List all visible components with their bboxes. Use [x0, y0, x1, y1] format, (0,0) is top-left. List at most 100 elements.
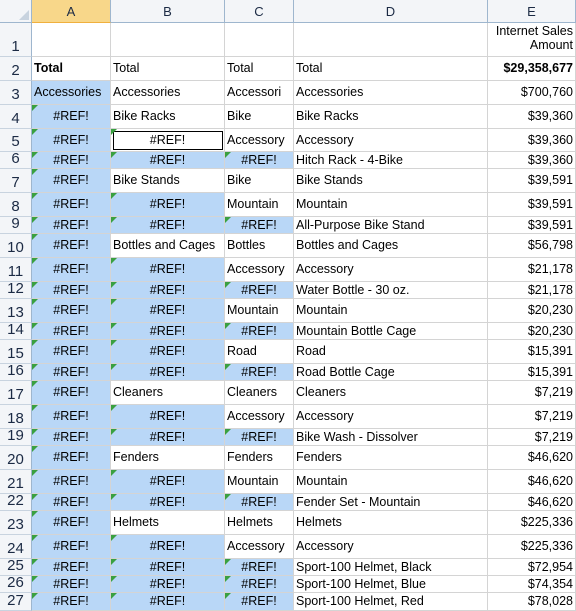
cell-e3[interactable]: $700,760 [488, 81, 576, 105]
cell-b11[interactable]: #REF! [111, 258, 225, 282]
row-header-1[interactable]: 1 [0, 23, 32, 57]
row-header-23[interactable]: 23 [0, 511, 32, 535]
cell-a27[interactable]: #REF! [32, 593, 111, 611]
cell-c26[interactable]: #REF! [225, 576, 294, 593]
cell-b1[interactable] [111, 23, 225, 57]
cell-a11[interactable]: #REF! [32, 258, 111, 282]
cell-b25[interactable]: #REF! [111, 559, 225, 576]
cell-c22[interactable]: #REF! [225, 494, 294, 511]
cell-c5[interactable]: Accessory [225, 129, 294, 152]
row-header-19[interactable]: 19 [0, 427, 32, 446]
cell-b23[interactable]: Helmets [111, 511, 225, 535]
cell-e12[interactable]: $21,178 [488, 282, 576, 299]
cell-c7[interactable]: Bike [225, 169, 294, 193]
cell-a8[interactable]: #REF! [32, 193, 111, 217]
cell-c2[interactable]: Total [225, 57, 294, 81]
cell-d21[interactable]: Mountain [294, 470, 488, 494]
cell-e20[interactable]: $46,620 [488, 446, 576, 470]
cell-d26[interactable]: Sport-100 Helmet, Blue [294, 576, 488, 593]
cell-a2[interactable]: Total [32, 57, 111, 81]
cell-d6[interactable]: Hitch Rack - 4-Bike [294, 152, 488, 169]
cell-d19[interactable]: Bike Wash - Dissolver [294, 429, 488, 446]
cell-e24[interactable]: $225,336 [488, 535, 576, 559]
cell-b2[interactable]: Total [111, 57, 225, 81]
cell-a26[interactable]: #REF! [32, 576, 111, 593]
row-header-6[interactable]: 6 [0, 150, 32, 169]
cell-e8[interactable]: $39,591 [488, 193, 576, 217]
row-header-17[interactable]: 17 [0, 381, 32, 405]
cell-d3[interactable]: Accessories [294, 81, 488, 105]
cell-d9[interactable]: All-Purpose Bike Stand [294, 217, 488, 234]
cell-e6[interactable]: $39,360 [488, 152, 576, 169]
cell-b10[interactable]: Bottles and Cages [111, 234, 225, 258]
cell-e15[interactable]: $15,391 [488, 340, 576, 364]
cell-b15[interactable]: #REF! [111, 340, 225, 364]
cell-a15[interactable]: #REF! [32, 340, 111, 364]
cell-e4[interactable]: $39,360 [488, 105, 576, 129]
cell-d1[interactable] [294, 23, 488, 57]
row-header-15[interactable]: 15 [0, 340, 32, 364]
cell-b27[interactable]: #REF! [111, 593, 225, 611]
cell-c19[interactable]: #REF! [225, 429, 294, 446]
cell-b20[interactable]: Fenders [111, 446, 225, 470]
cell-b18[interactable]: #REF! [111, 405, 225, 429]
cell-b6[interactable]: #REF! [111, 152, 225, 169]
row-header-18[interactable]: 18 [0, 405, 32, 429]
cell-a3[interactable]: Accessories [32, 81, 111, 105]
cell-d23[interactable]: Helmets [294, 511, 488, 535]
cell-e5[interactable]: $39,360 [488, 129, 576, 152]
column-header-c[interactable]: C [225, 0, 294, 23]
cell-b19[interactable]: #REF! [111, 429, 225, 446]
cell-d11[interactable]: Accessory [294, 258, 488, 282]
row-header-4[interactable]: 4 [0, 105, 32, 129]
cell-a21[interactable]: #REF! [32, 470, 111, 494]
cell-a18[interactable]: #REF! [32, 405, 111, 429]
cell-a19[interactable]: #REF! [32, 429, 111, 446]
cell-a13[interactable]: #REF! [32, 299, 111, 323]
cell-b7[interactable]: Bike Stands [111, 169, 225, 193]
cell-a5[interactable]: #REF! [32, 129, 111, 152]
row-header-26[interactable]: 26 [0, 574, 32, 593]
select-all-corner[interactable] [0, 0, 32, 23]
cell-b3[interactable]: Accessories [111, 81, 225, 105]
cell-d8[interactable]: Mountain [294, 193, 488, 217]
cell-b16[interactable]: #REF! [111, 364, 225, 381]
cell-c24[interactable]: Accessory [225, 535, 294, 559]
cell-e26[interactable]: $74,354 [488, 576, 576, 593]
cell-a6[interactable]: #REF! [32, 152, 111, 169]
cell-c3[interactable]: Accessori [225, 81, 294, 105]
cell-b21[interactable]: #REF! [111, 470, 225, 494]
cell-e13[interactable]: $20,230 [488, 299, 576, 323]
cell-a16[interactable]: #REF! [32, 364, 111, 381]
cell-d16[interactable]: Road Bottle Cage [294, 364, 488, 381]
cell-c4[interactable]: Bike [225, 105, 294, 129]
row-header-9[interactable]: 9 [0, 215, 32, 234]
column-header-e[interactable]: E [488, 0, 576, 23]
cell-a12[interactable]: #REF! [32, 282, 111, 299]
cell-c12[interactable]: #REF! [225, 282, 294, 299]
row-header-8[interactable]: 8 [0, 193, 32, 217]
cell-d24[interactable]: Accessory [294, 535, 488, 559]
cell-c17[interactable]: Cleaners [225, 381, 294, 405]
cell-d25[interactable]: Sport-100 Helmet, Black [294, 559, 488, 576]
cell-c14[interactable]: #REF! [225, 323, 294, 340]
row-header-16[interactable]: 16 [0, 362, 32, 381]
cell-e16[interactable]: $15,391 [488, 364, 576, 381]
cell-d18[interactable]: Accessory [294, 405, 488, 429]
cell-d4[interactable]: Bike Racks [294, 105, 488, 129]
cell-e14[interactable]: $20,230 [488, 323, 576, 340]
cell-d14[interactable]: Mountain Bottle Cage [294, 323, 488, 340]
cell-e27[interactable]: $78,028 [488, 593, 576, 611]
cell-b4[interactable]: Bike Racks [111, 105, 225, 129]
cell-a7[interactable]: #REF! [32, 169, 111, 193]
cell-c16[interactable]: #REF! [225, 364, 294, 381]
row-header-5[interactable]: 5 [0, 129, 32, 152]
cell-e22[interactable]: $46,620 [488, 494, 576, 511]
cell-c8[interactable]: Mountain [225, 193, 294, 217]
cell-e21[interactable]: $46,620 [488, 470, 576, 494]
row-header-7[interactable]: 7 [0, 169, 32, 193]
cell-a25[interactable]: #REF! [32, 559, 111, 576]
row-header-11[interactable]: 11 [0, 258, 32, 282]
cell-c1[interactable] [225, 23, 294, 57]
cell-e7[interactable]: $39,591 [488, 169, 576, 193]
